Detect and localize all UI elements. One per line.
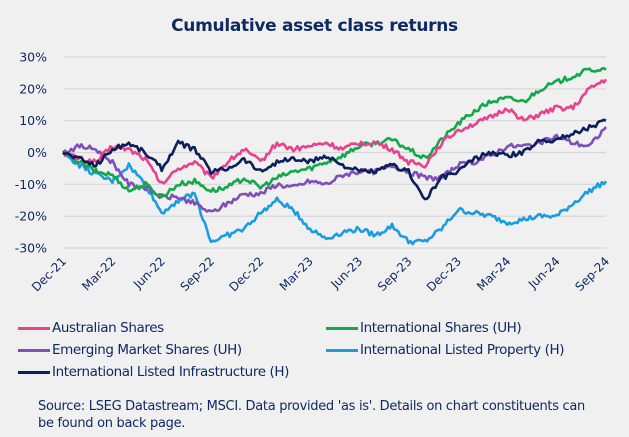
legend-label: Australian Shares [52, 320, 164, 336]
series-line-australian-shares [61, 78, 608, 185]
legend-item-international-shares: International Shares (UH) [326, 320, 522, 336]
legend-label: International Shares (UH) [360, 320, 522, 336]
x-tick-label: Dec-23 [424, 254, 464, 294]
line-chart: 30% 20% 10% 0% -10% -20% -30% Dec-21 Mar-22 Jun-… [15, 50, 612, 295]
legend-label: International Listed Property (H) [360, 342, 565, 358]
x-tick-label: Sep-23 [375, 254, 415, 294]
legend-item-international-listed-property: International Listed Property (H) [326, 342, 565, 358]
legend-swatch [18, 370, 50, 374]
legend-label: Emerging Market Shares (UH) [52, 342, 242, 358]
source-note: Source: LSEG Datastream; MSCI. Data prov… [38, 399, 585, 431]
y-tick-label: 10% [19, 113, 47, 128]
legend-swatch [18, 348, 50, 352]
y-axis: 30% 20% 10% 0% -10% -20% -30% [15, 50, 47, 256]
x-tick-label: Jun-22 [130, 254, 168, 292]
gridlines [63, 56, 606, 249]
x-tick-label: Sep-22 [177, 254, 217, 294]
x-tick-label: Sep-24 [572, 254, 612, 294]
x-tick-label: Mar-22 [79, 254, 118, 293]
legend-swatch [326, 348, 358, 352]
y-tick-label: 20% [19, 81, 47, 96]
series-line-international-listed-infrastructure-h [62, 118, 607, 201]
x-tick-label: Jun-24 [525, 254, 563, 292]
series-lines [61, 66, 608, 246]
legend-item-australian-shares: Australian Shares [18, 320, 164, 336]
x-tick-label: Mar-24 [474, 254, 513, 293]
legend-swatch [326, 326, 358, 330]
legend-item-emerging-market-shares: Emerging Market Shares (UH) [18, 342, 242, 358]
y-tick-label: 0% [27, 145, 47, 160]
legend-label: International Listed Infrastructure (H) [52, 364, 289, 380]
x-tick-label: Jun-23 [328, 254, 366, 292]
x-tick-label: Mar-23 [277, 254, 316, 293]
y-tick-label: -10% [15, 177, 47, 192]
legend-swatch [18, 326, 50, 330]
x-axis: Dec-21 Mar-22 Jun-22 Sep-22 Dec-22 Mar-23 Jun-… [29, 254, 612, 294]
x-tick-label: Dec-22 [226, 254, 266, 294]
x-tick-label: Dec-21 [29, 254, 69, 294]
series-line-emerging-market-shares-uh [62, 126, 607, 213]
y-tick-label: -20% [15, 209, 47, 224]
series-line-international-listed-property-h [62, 151, 608, 246]
y-tick-label: -30% [15, 241, 47, 256]
y-tick-label: 30% [19, 50, 47, 65]
chart-title: Cumulative asset class returns [171, 16, 458, 36]
legend-item-international-listed-infrastructure: International Listed Infrastructure (H) [18, 364, 289, 380]
